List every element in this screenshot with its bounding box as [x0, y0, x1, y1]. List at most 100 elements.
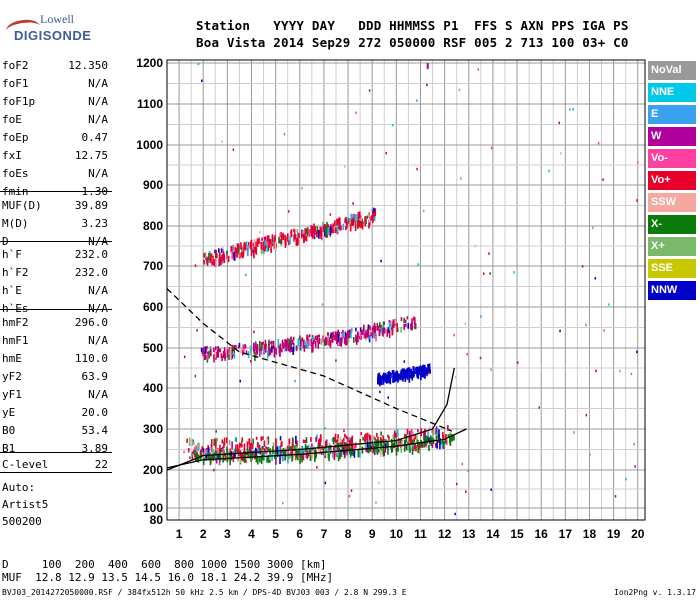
param-row: h`E N/A [2, 282, 108, 300]
echo-point [304, 341, 307, 347]
noise-point [538, 406, 541, 409]
echo-point [315, 436, 317, 442]
echo-point [375, 441, 377, 450]
noise-point [183, 355, 186, 359]
echo-point [405, 373, 407, 378]
echo-point [263, 236, 266, 243]
echo-point [299, 335, 301, 340]
noise-point [594, 277, 597, 280]
echo-point [284, 447, 287, 451]
echo-point [434, 443, 437, 447]
echo-point [337, 434, 339, 439]
echo-point [237, 246, 240, 256]
echo-point [255, 247, 258, 255]
echo-point [208, 252, 210, 260]
param-row: foF1 N/A [2, 75, 108, 93]
echo-point [401, 440, 403, 447]
echo-point [439, 440, 441, 450]
profile-curve [166, 428, 467, 469]
echo-point [254, 241, 257, 248]
echo-point [368, 434, 371, 438]
param-name: foF2 [2, 59, 29, 72]
echo-point [289, 345, 291, 353]
noise-point [548, 169, 550, 173]
noise-point [479, 356, 482, 360]
legend-item: NoVal [648, 61, 696, 80]
echo-point [200, 347, 203, 352]
echo-point [277, 445, 280, 453]
echo-point [377, 436, 379, 444]
echo-point [255, 350, 258, 358]
param-value: 22 [94, 458, 108, 471]
echo-point [264, 245, 267, 249]
echo-point [213, 259, 216, 267]
param-name: foEs [2, 167, 29, 180]
echo-point [387, 327, 390, 334]
echo-point [214, 440, 217, 449]
noise-point [416, 99, 418, 102]
echo-point [371, 327, 374, 332]
noise-point [603, 329, 605, 332]
echo-point [244, 456, 247, 462]
echo-point [356, 213, 358, 220]
echo-point [358, 451, 361, 458]
noise-point [343, 429, 345, 433]
legend-item: X+ [648, 237, 696, 256]
echo-point [251, 249, 254, 253]
echo-point [392, 442, 394, 449]
echo-point [215, 258, 217, 267]
echo-point [268, 341, 270, 346]
param-value: N/A [88, 334, 108, 347]
echo-point [347, 437, 349, 442]
echo-point [286, 445, 289, 450]
echo-point [426, 369, 428, 377]
noise-point [201, 79, 203, 83]
echo-point [396, 371, 399, 377]
echo-point [239, 252, 241, 259]
echo-point [365, 448, 367, 452]
echo-point [331, 437, 334, 442]
param-row: foE N/A [2, 111, 108, 129]
noise-point [630, 372, 633, 376]
echo-point [357, 449, 360, 458]
echo-point [292, 346, 294, 355]
echo-point [337, 333, 340, 343]
echo-point [243, 243, 245, 248]
echo-point [421, 368, 424, 376]
noise-point [490, 488, 492, 491]
echo-point [234, 247, 236, 254]
echo-point [209, 254, 212, 262]
echo-point [278, 236, 280, 244]
echo-point [324, 227, 327, 235]
echo-point [411, 318, 413, 327]
echo-point [274, 450, 277, 458]
echo-point [384, 448, 387, 453]
echo-point [327, 334, 330, 340]
echo-point [323, 224, 325, 231]
echo-point [226, 456, 229, 463]
echo-point [342, 332, 344, 338]
echo-point [241, 246, 244, 252]
echo-point [216, 447, 219, 455]
auto-label: Auto: [2, 481, 36, 494]
echo-point [332, 452, 334, 458]
echo-point [207, 447, 210, 456]
noise-point [416, 167, 418, 171]
echo-point [209, 456, 212, 466]
noise-point [482, 272, 485, 275]
echo-point [264, 345, 267, 353]
echo-point [370, 215, 373, 221]
echo-point [427, 363, 429, 372]
echo-point [287, 448, 289, 455]
echo-point [269, 454, 271, 460]
noise-point [595, 369, 597, 373]
echo-point [339, 451, 341, 460]
echo-point [247, 246, 250, 251]
footer-version: Ion2Png v. 1.3.17 [614, 588, 696, 597]
echo-point [334, 220, 336, 227]
param-name: foE [2, 113, 22, 126]
noise-point [569, 108, 571, 111]
echo-point [272, 446, 274, 454]
legend-item: Vo- [648, 149, 696, 168]
echo-point [279, 239, 282, 244]
